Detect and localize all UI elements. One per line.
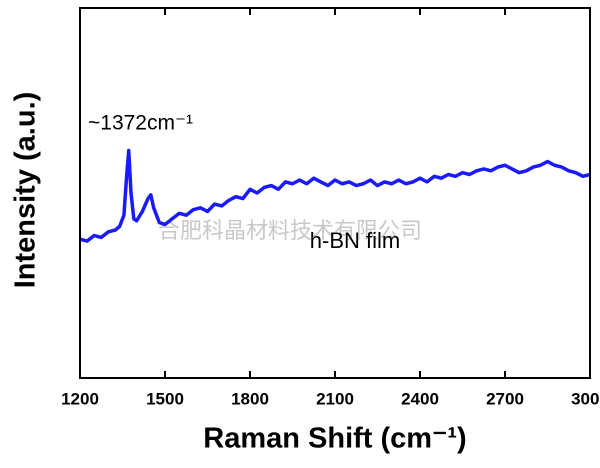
x-tick-label: 2100 bbox=[316, 389, 354, 408]
plot-frame bbox=[79, 7, 591, 379]
annotation: ~1372cm⁻¹ bbox=[88, 112, 193, 135]
x-tick-label: 2700 bbox=[486, 389, 524, 408]
x-tick-label: 2400 bbox=[401, 389, 439, 408]
data-line bbox=[79, 148, 591, 243]
x-tick-label: 3000 bbox=[571, 389, 600, 408]
watermark: 合肥科晶材料技术有限公司 bbox=[158, 218, 422, 243]
x-tick-label: 1500 bbox=[146, 389, 184, 408]
x-tick-label: 1800 bbox=[231, 389, 269, 408]
x-axis-label: Raman Shift (cm⁻¹) bbox=[203, 423, 466, 455]
series-label: h-BN film bbox=[310, 228, 400, 253]
y-axis-label: Intensity (a.u.) bbox=[10, 92, 42, 289]
x-tick-label: 1200 bbox=[61, 389, 99, 408]
